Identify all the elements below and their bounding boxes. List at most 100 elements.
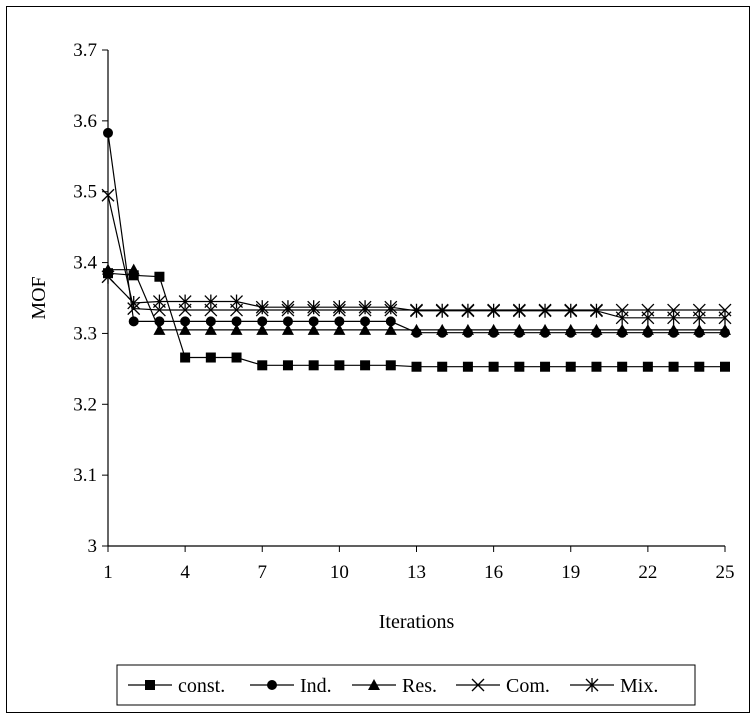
circle-marker-shape xyxy=(154,316,165,327)
legend-label-res: Res. xyxy=(402,675,437,697)
triangle-marker-shape xyxy=(333,323,346,335)
y-tick-label: 3.3 xyxy=(73,323,97,344)
point-res xyxy=(256,323,269,335)
point-const xyxy=(617,361,628,372)
square-marker-shape xyxy=(145,680,155,690)
triangle-marker-shape xyxy=(513,323,526,335)
y-tick-label: 3.4 xyxy=(73,253,97,274)
tick-labels: 3 3.1 3.2 3.3 3.4 3.5 3.6 3.7 1 4 7 10 13 16 19 22 25 xyxy=(73,40,734,583)
y-tick-label: 3 xyxy=(88,536,98,557)
square-marker-shape xyxy=(488,361,499,372)
point-mix xyxy=(332,300,346,315)
point-const xyxy=(205,352,216,363)
triangle-marker-shape xyxy=(179,323,192,335)
point-mix xyxy=(589,303,603,318)
legend-marker-ind xyxy=(267,680,277,690)
circle-marker-shape xyxy=(231,316,242,327)
point-const xyxy=(154,271,165,282)
point-mix xyxy=(641,310,655,325)
point-mix xyxy=(461,303,475,318)
triangle-marker-shape xyxy=(281,323,294,335)
square-marker-shape xyxy=(308,360,319,371)
y-tick-label: 3.1 xyxy=(73,465,97,486)
square-marker-shape xyxy=(437,361,448,372)
point-const xyxy=(180,352,191,363)
point-ind xyxy=(231,316,242,327)
point-res xyxy=(410,323,423,335)
legend-marker-com xyxy=(471,678,485,692)
point-mix xyxy=(204,294,218,309)
point-mix xyxy=(152,294,166,309)
point-const xyxy=(642,361,653,372)
point-const xyxy=(360,360,371,371)
point-mix xyxy=(718,310,732,325)
triangle-marker-shape xyxy=(368,679,380,690)
x-marker-stroke xyxy=(471,678,485,692)
square-marker-shape xyxy=(385,360,396,371)
chart-frame xyxy=(6,6,750,713)
point-ind xyxy=(257,316,268,327)
point-res xyxy=(564,323,577,335)
legend-label-const: const. xyxy=(178,675,225,697)
point-mix xyxy=(410,303,423,318)
circle-marker-shape xyxy=(205,316,216,327)
legend-marker-const xyxy=(145,680,155,690)
point-ind xyxy=(334,316,345,327)
x-axis-label: Iterations xyxy=(379,611,455,633)
point-const xyxy=(462,361,473,372)
square-marker-shape xyxy=(591,361,602,372)
x-tick-label: 19 xyxy=(561,562,580,583)
triangle-marker-shape xyxy=(230,323,243,335)
circle-marker-shape xyxy=(267,680,277,690)
series-markers xyxy=(101,127,732,372)
square-marker-shape xyxy=(154,271,165,282)
square-marker-shape xyxy=(694,361,705,372)
circle-marker-shape xyxy=(103,127,113,138)
square-marker-shape xyxy=(668,361,679,372)
point-const xyxy=(334,360,345,371)
square-marker-shape xyxy=(360,360,371,371)
point-const xyxy=(488,361,499,372)
point-res xyxy=(179,323,192,335)
x-tick-label: 10 xyxy=(330,562,349,583)
square-marker-shape xyxy=(642,361,653,372)
point-mix xyxy=(692,310,706,325)
point-res xyxy=(102,263,114,275)
x-tick-label: 4 xyxy=(180,562,190,583)
square-marker-shape xyxy=(462,361,473,372)
point-mix xyxy=(358,300,372,315)
point-const xyxy=(257,360,268,371)
point-res xyxy=(281,323,294,335)
square-marker-shape xyxy=(565,361,576,372)
y-axis-label: MOF xyxy=(28,276,50,319)
circle-marker-shape xyxy=(308,316,319,327)
x-tick-label: 16 xyxy=(484,562,503,583)
point-mix xyxy=(564,303,578,318)
point-ind xyxy=(154,316,165,327)
point-ind xyxy=(103,127,113,138)
point-mix xyxy=(178,294,192,309)
point-res xyxy=(616,323,629,335)
triangle-marker-shape xyxy=(384,323,397,335)
point-ind xyxy=(308,316,319,327)
point-mix xyxy=(384,300,398,315)
triangle-marker-shape xyxy=(539,323,552,335)
point-const xyxy=(128,270,139,281)
triangle-marker-shape xyxy=(102,263,114,275)
square-marker-shape xyxy=(540,361,551,372)
legend-marker-res xyxy=(368,679,380,690)
point-res xyxy=(539,323,552,335)
point-res xyxy=(204,323,217,335)
square-marker-shape xyxy=(205,352,216,363)
point-const xyxy=(282,360,293,371)
x-tick-label: 13 xyxy=(407,562,426,583)
point-mix xyxy=(667,310,681,325)
triangle-marker-shape xyxy=(461,323,474,335)
point-res xyxy=(230,323,243,335)
point-const xyxy=(231,352,242,363)
point-com xyxy=(101,188,115,202)
point-mix xyxy=(487,303,501,318)
y-tick-label: 3.2 xyxy=(73,394,97,415)
series-line-const xyxy=(107,272,725,368)
